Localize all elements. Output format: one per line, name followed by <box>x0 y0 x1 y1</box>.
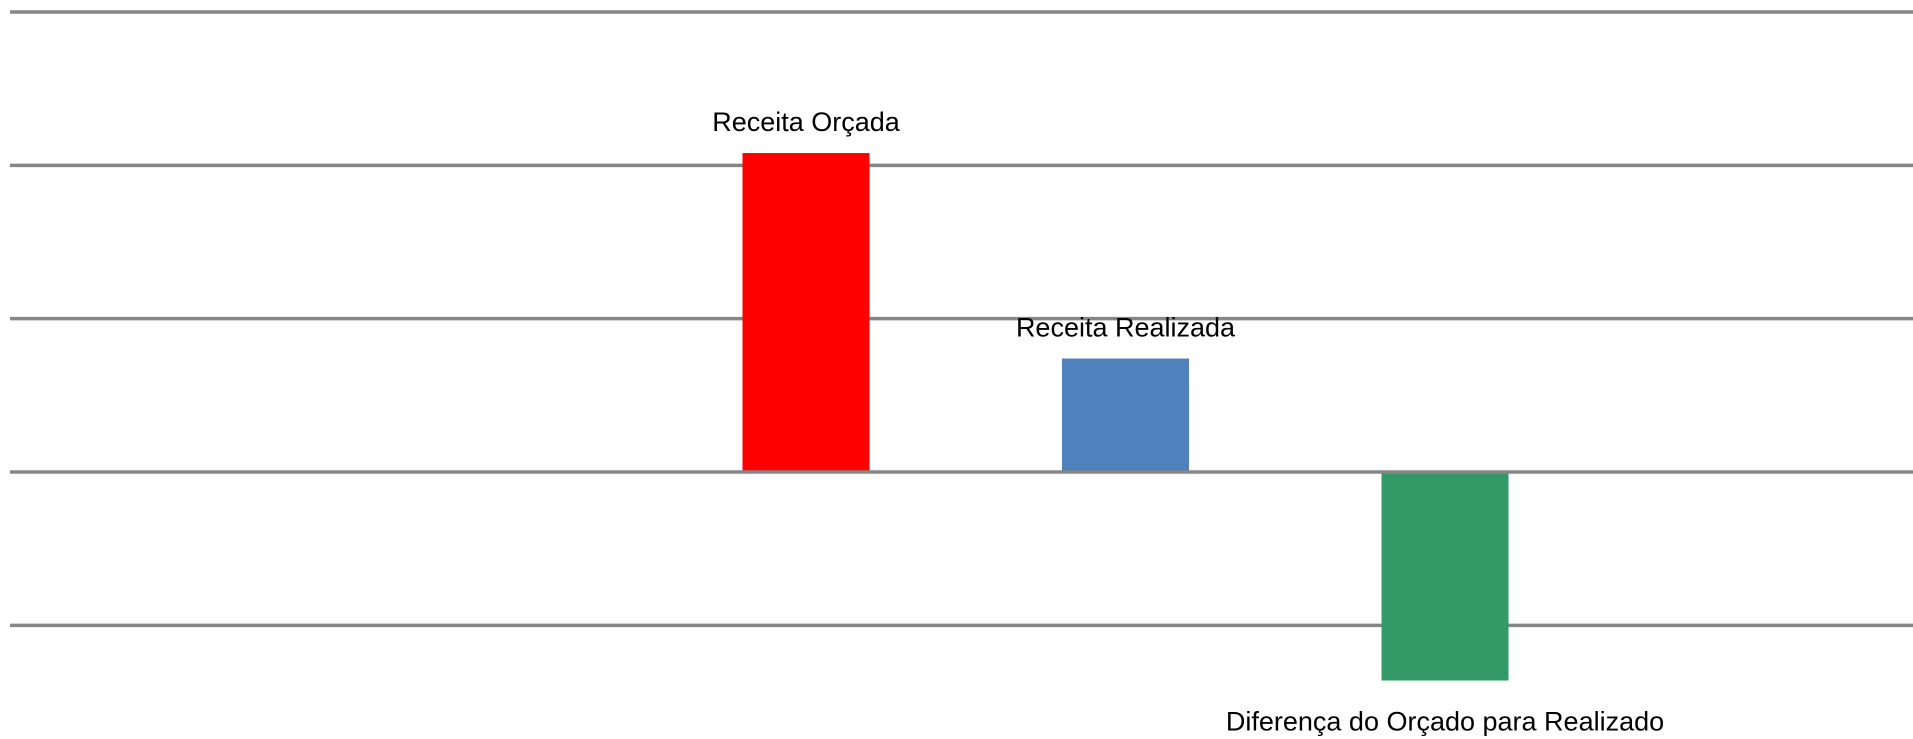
bar-label: Receita Realizada <box>1016 313 1236 343</box>
bar <box>742 153 870 473</box>
bar <box>1381 472 1509 681</box>
bar <box>1062 358 1189 472</box>
bar-label: Receita Orçada <box>712 107 901 137</box>
bar-label: Diferença do Orçado para Realizado <box>1226 707 1664 737</box>
